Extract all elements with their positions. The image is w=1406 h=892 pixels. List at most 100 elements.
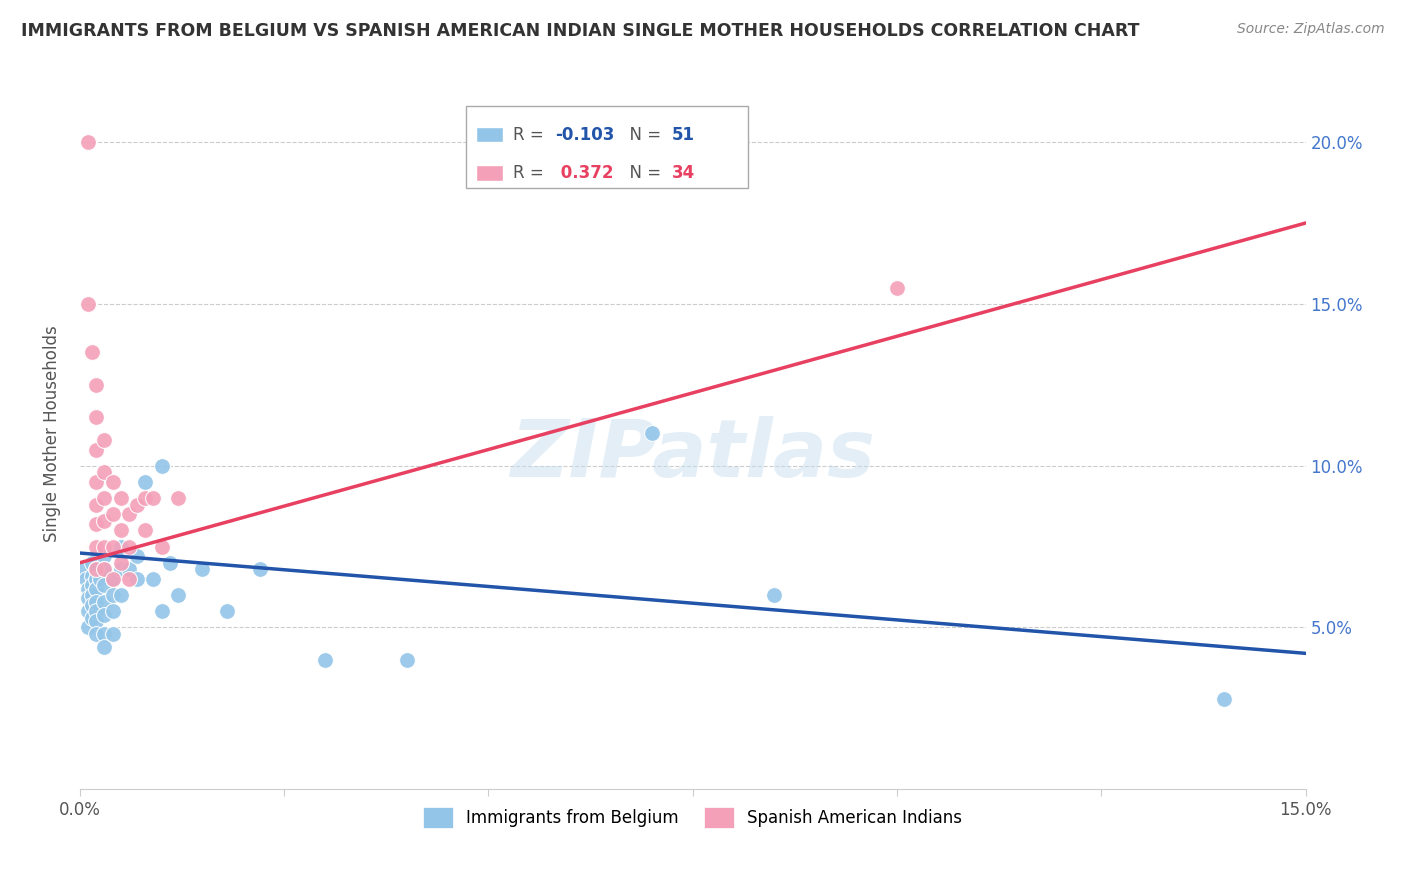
Point [84, 498, 107, 512]
Point [82, 611, 104, 625]
Point [134, 524, 156, 538]
Point [118, 562, 141, 576]
Point [101, 588, 124, 602]
Point [101, 604, 124, 618]
Point [93, 549, 115, 564]
Point [82, 598, 104, 612]
Point [101, 540, 124, 554]
Point [134, 491, 156, 505]
Point [93, 433, 115, 447]
Point [110, 540, 132, 554]
Text: -0.103: -0.103 [555, 126, 614, 144]
Point [395, 653, 418, 667]
Point [93, 540, 115, 554]
Point [641, 426, 664, 441]
Point [77, 620, 100, 634]
Point [82, 568, 104, 582]
Point [84, 614, 107, 628]
Point [77, 135, 100, 149]
Point [142, 491, 165, 505]
Text: IMMIGRANTS FROM BELGIUM VS SPANISH AMERICAN INDIAN SINGLE MOTHER HOUSEHOLDS CORR: IMMIGRANTS FROM BELGIUM VS SPANISH AMERI… [21, 22, 1140, 40]
Point [77, 604, 100, 618]
Point [125, 572, 148, 586]
Point [215, 604, 238, 618]
Text: 51: 51 [672, 126, 695, 144]
Point [93, 640, 115, 654]
Point [84, 410, 107, 425]
Point [84, 377, 107, 392]
Text: N =: N = [619, 164, 666, 182]
Point [93, 594, 115, 608]
Point [93, 562, 115, 576]
Point [101, 572, 124, 586]
Point [110, 562, 132, 576]
Point [249, 562, 271, 576]
Point [77, 297, 100, 311]
Text: 34: 34 [672, 164, 695, 182]
Point [191, 562, 214, 576]
Text: R =: R = [513, 126, 548, 144]
Text: ZIPatlas: ZIPatlas [510, 416, 875, 493]
Point [84, 627, 107, 641]
Point [93, 465, 115, 479]
Point [125, 549, 148, 564]
Point [93, 514, 115, 528]
Point [118, 507, 141, 521]
Point [101, 572, 124, 586]
Text: N =: N = [619, 126, 666, 144]
Point [167, 588, 190, 602]
Point [142, 572, 165, 586]
Point [93, 627, 115, 641]
Point [110, 588, 132, 602]
Point [84, 516, 107, 531]
Point [82, 345, 104, 359]
Point [93, 491, 115, 505]
Point [93, 578, 115, 592]
Point [84, 604, 107, 618]
Point [77, 591, 100, 606]
Text: Source: ZipAtlas.com: Source: ZipAtlas.com [1237, 22, 1385, 37]
FancyBboxPatch shape [465, 106, 748, 187]
Y-axis label: Single Mother Households: Single Mother Households [44, 325, 60, 541]
Point [110, 556, 132, 570]
Point [84, 442, 107, 457]
Point [150, 458, 173, 473]
FancyBboxPatch shape [475, 165, 503, 181]
Point [101, 627, 124, 641]
Point [167, 491, 190, 505]
Text: 0.372: 0.372 [555, 164, 614, 182]
Point [75, 572, 97, 586]
Point [134, 475, 156, 489]
Point [886, 281, 908, 295]
Point [150, 604, 173, 618]
Point [118, 572, 141, 586]
Point [150, 540, 173, 554]
Point [93, 562, 115, 576]
Point [84, 582, 107, 596]
Point [89, 572, 111, 586]
Legend: Immigrants from Belgium, Spanish American Indians: Immigrants from Belgium, Spanish America… [416, 801, 969, 834]
Point [110, 524, 132, 538]
Point [84, 594, 107, 608]
Point [84, 475, 107, 489]
Point [84, 562, 107, 576]
Point [763, 588, 786, 602]
Point [101, 475, 124, 489]
Point [82, 578, 104, 592]
Point [77, 582, 100, 596]
Point [1212, 691, 1234, 706]
Point [314, 653, 336, 667]
Point [82, 556, 104, 570]
Point [159, 556, 181, 570]
Point [93, 607, 115, 622]
FancyBboxPatch shape [475, 127, 503, 143]
Point [101, 507, 124, 521]
Point [84, 540, 107, 554]
Point [82, 588, 104, 602]
Point [84, 572, 107, 586]
Point [73, 562, 96, 576]
Point [110, 491, 132, 505]
Point [125, 498, 148, 512]
Point [118, 540, 141, 554]
Text: R =: R = [513, 164, 548, 182]
